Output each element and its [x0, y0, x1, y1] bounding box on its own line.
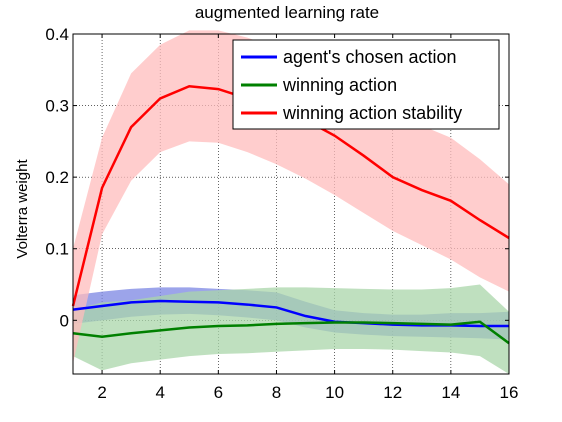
- x-tick-label-3: 8: [272, 383, 281, 402]
- y-tick-label-4: 0.4: [45, 25, 69, 44]
- y-tick-label-1: 0.1: [45, 240, 69, 259]
- y-tick-label-3: 0.3: [45, 97, 69, 116]
- x-tick-label-2: 6: [214, 383, 223, 402]
- plot-frame: [72, 33, 510, 375]
- y-tick-label-2: 0.2: [45, 168, 69, 187]
- x-tick-label-4: 10: [325, 383, 344, 402]
- x-tick-label-0: 2: [97, 383, 106, 402]
- x-tick-label-5: 12: [383, 383, 402, 402]
- x-tick-label-1: 4: [155, 383, 164, 402]
- legend-label-1: winning action: [282, 75, 397, 95]
- legend-label-2: winning action stability: [282, 103, 462, 123]
- y-axis-label: Volterra weight: [14, 159, 31, 259]
- plot-area: 2 4 6 8 10 12 14 16 0 0.1 0.2 0.3 0.4 agent's chosen …: [45, 25, 518, 402]
- series-band-1: [73, 284, 509, 374]
- x-tick-label-6: 14: [441, 383, 460, 402]
- chart-title: augmented learning rate: [195, 3, 379, 22]
- legend-box: [232, 39, 500, 130]
- legend-label-0: agent's chosen action: [283, 47, 457, 67]
- x-tick-label-7: 16: [500, 383, 519, 402]
- series-line-1: [72, 320, 510, 345]
- y-tick-label-0: 0: [60, 311, 69, 330]
